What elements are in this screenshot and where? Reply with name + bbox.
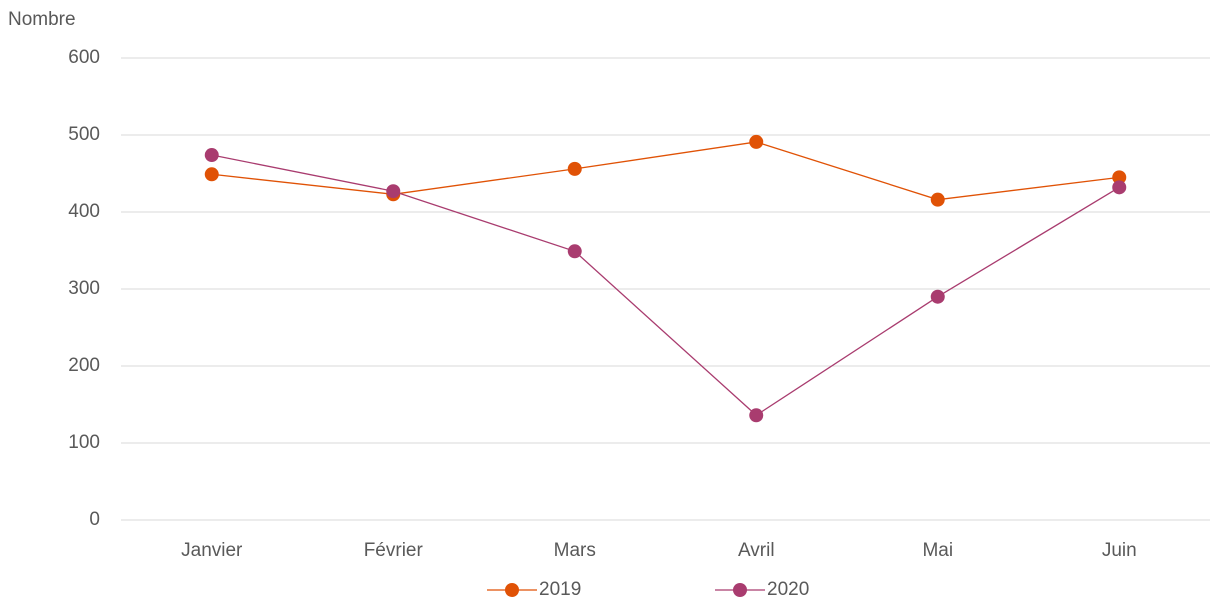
y-axis-label: Nombre	[8, 9, 76, 30]
y-tick-label: 200	[68, 355, 100, 376]
y-tick-label: 300	[68, 278, 100, 299]
data-point	[1112, 170, 1127, 185]
data-point	[930, 192, 945, 207]
data-point	[386, 184, 401, 199]
x-tick-label: Juin	[1102, 540, 1137, 561]
x-tick-label: Mai	[922, 540, 953, 561]
y-tick-label: 400	[68, 201, 100, 222]
y-tick-label: 0	[89, 509, 100, 530]
y-tick-label: 600	[68, 47, 100, 68]
data-point	[1112, 180, 1127, 195]
data-point	[749, 408, 764, 423]
legend-label: 2019	[539, 579, 581, 600]
data-point	[567, 244, 582, 259]
y-tick-label: 500	[68, 124, 100, 145]
data-point	[749, 134, 764, 149]
data-point	[204, 148, 219, 163]
y-tick-label: 100	[68, 432, 100, 453]
x-tick-label: Mars	[554, 540, 596, 561]
legend-marker	[733, 583, 747, 597]
series-line	[211, 141, 1120, 201]
data-point	[567, 161, 582, 176]
x-tick-label: Avril	[738, 540, 775, 561]
x-tick-label: Janvier	[181, 540, 243, 561]
legend-label: 2020	[767, 579, 809, 600]
data-point	[204, 167, 219, 182]
data-point	[930, 289, 945, 304]
legend-marker	[505, 583, 519, 597]
x-tick-label: Février	[364, 540, 424, 561]
series-line	[211, 154, 1120, 417]
